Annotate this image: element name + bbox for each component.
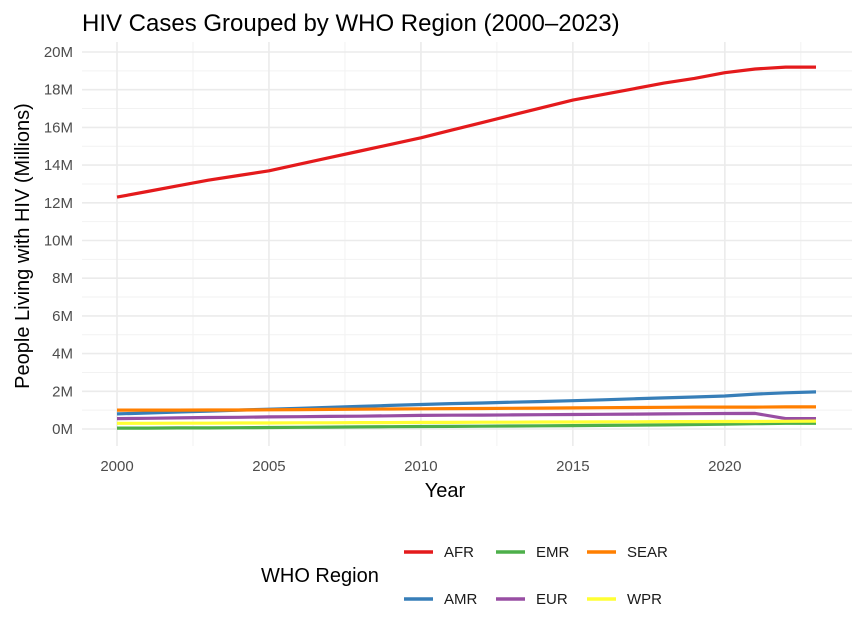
legend-item-sear: SEAR (587, 544, 668, 561)
y-tick-label: 0M (52, 421, 73, 438)
legend-title: WHO Region (261, 565, 379, 587)
chart-title: HIV Cases Grouped by WHO Region (2000–20… (82, 10, 620, 37)
y-tick-label: 10M (44, 233, 73, 250)
legend-item-eur: EUR (496, 591, 568, 608)
y-tick-label: 8M (52, 270, 73, 287)
series-line-afr (116, 65, 816, 199)
grid (82, 42, 852, 446)
x-axis-label: Year (425, 480, 466, 502)
series-line-wpr (117, 419, 817, 425)
legend-item-wpr: WPR (587, 591, 662, 608)
y-tick-label: 2M (52, 383, 73, 400)
legend-label-amr: AMR (444, 591, 478, 608)
y-tick-label: 4M (52, 346, 73, 363)
y-tick-label: 16M (44, 119, 73, 136)
series-line-sear (117, 405, 816, 412)
x-tick-label: 2000 (100, 458, 133, 475)
series-lines (116, 65, 817, 430)
legend-item-emr: EMR (496, 544, 570, 561)
legend-label-emr: EMR (536, 544, 570, 561)
x-axis-ticks: 2000 2005 2010 2015 2020 (100, 458, 741, 475)
legend-label-afr: AFR (444, 544, 474, 561)
legend-item-afr: AFR (404, 544, 474, 561)
x-tick-label: 2010 (404, 458, 437, 475)
series-line-emr (117, 421, 816, 430)
y-tick-label: 12M (44, 195, 73, 212)
x-tick-label: 2020 (708, 458, 741, 475)
legend-label-eur: EUR (536, 591, 568, 608)
y-axis-ticks: 0M 2M 4M 6M 8M 10M 12M 14M 16M 18M 20M (44, 44, 73, 438)
x-tick-label: 2005 (252, 458, 285, 475)
legend-label-wpr: WPR (627, 591, 662, 608)
y-tick-label: 18M (44, 82, 73, 99)
y-tick-label: 6M (52, 308, 73, 325)
legend: AFR EMR SEAR AMR EUR WPR (404, 544, 668, 608)
y-tick-label: 20M (44, 44, 73, 61)
legend-item-amr: AMR (404, 591, 478, 608)
y-axis-label: People Living with HIV (Millions) (12, 103, 34, 389)
x-tick-label: 2015 (556, 458, 589, 475)
legend-label-sear: SEAR (627, 544, 668, 561)
y-tick-label: 14M (44, 157, 73, 174)
series-line-eur (116, 411, 816, 421)
